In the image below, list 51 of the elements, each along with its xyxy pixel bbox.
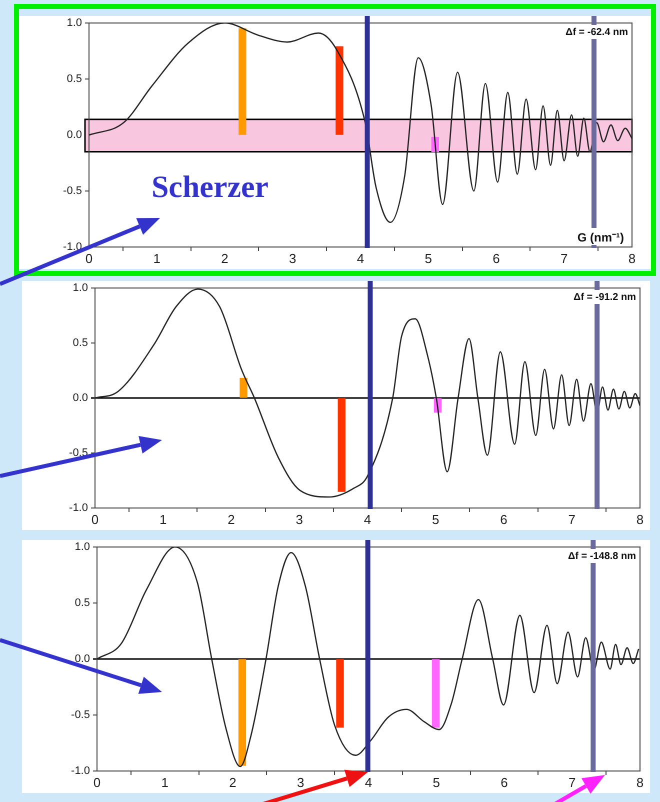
x-tick-label: 2 [228,512,235,528]
y-tick-label: 1.0 [66,17,82,30]
x-tick-label: 5 [424,251,432,266]
x-tick-label: 0 [93,775,101,790]
y-tick-label: 1.0 [72,282,88,294]
x-tick-label: 6 [492,251,500,266]
y-tick-label: 0.5 [66,73,82,86]
y-tick-label: 0.5 [72,337,88,350]
x-tick-label: 2 [229,775,236,790]
line-series [89,23,632,224]
x-tick-label: 1 [161,775,168,790]
x-tick-label: 5 [432,775,440,790]
y-tick-label: -0.5 [63,185,82,198]
x-tick-label: 8 [636,775,644,790]
x-tick-label: 3 [296,512,303,528]
x-tick-label: 2 [221,251,228,266]
x-tick-label: 7 [560,251,568,266]
x-tick-label: 5 [432,512,440,528]
x-tick-label: 7 [568,512,576,528]
x-tick-label: 0 [91,512,99,528]
y-tick-label: 0.0 [66,129,82,142]
x-tick-label: 1 [153,251,160,266]
y-tick-label: -1.0 [63,241,82,254]
line-series [95,288,640,498]
x-tick-label: 1 [160,512,167,528]
y-tick-label: -0.5 [71,709,90,722]
x-tick-label: 4 [364,512,372,528]
y-tick-label: -1.0 [69,502,88,514]
x-tick-label: 8 [628,251,636,266]
x-tick-label: 3 [289,251,296,266]
annotation: Δf = -148.8 nm [568,550,636,562]
y-tick-label: 1.0 [74,541,90,554]
bar [238,28,246,135]
x-tick-label: 6 [500,775,508,790]
x-tick-label: 4 [356,251,364,266]
x-axis-title: G (nm⁻¹) [577,230,624,244]
y-tick-label: 0.5 [74,597,90,610]
x-tick-label: 0 [85,251,93,266]
line-series [97,547,640,768]
x-tick-label: 3 [297,775,304,790]
y-tick-label: 0.0 [74,653,90,666]
annotation: Δf = -91.2 nm [574,292,636,303]
x-tick-label: 6 [500,512,508,528]
x-tick-label: 7 [568,775,576,790]
y-tick-label: 0.0 [72,392,88,404]
annotation: Δf = -62.4 nm [566,26,628,38]
annotation: Scherzer [151,168,269,204]
x-tick-label: 4 [364,775,372,790]
y-tick-label: -1.0 [71,765,90,778]
bar [336,46,344,135]
x-tick-label: 8 [636,512,644,528]
